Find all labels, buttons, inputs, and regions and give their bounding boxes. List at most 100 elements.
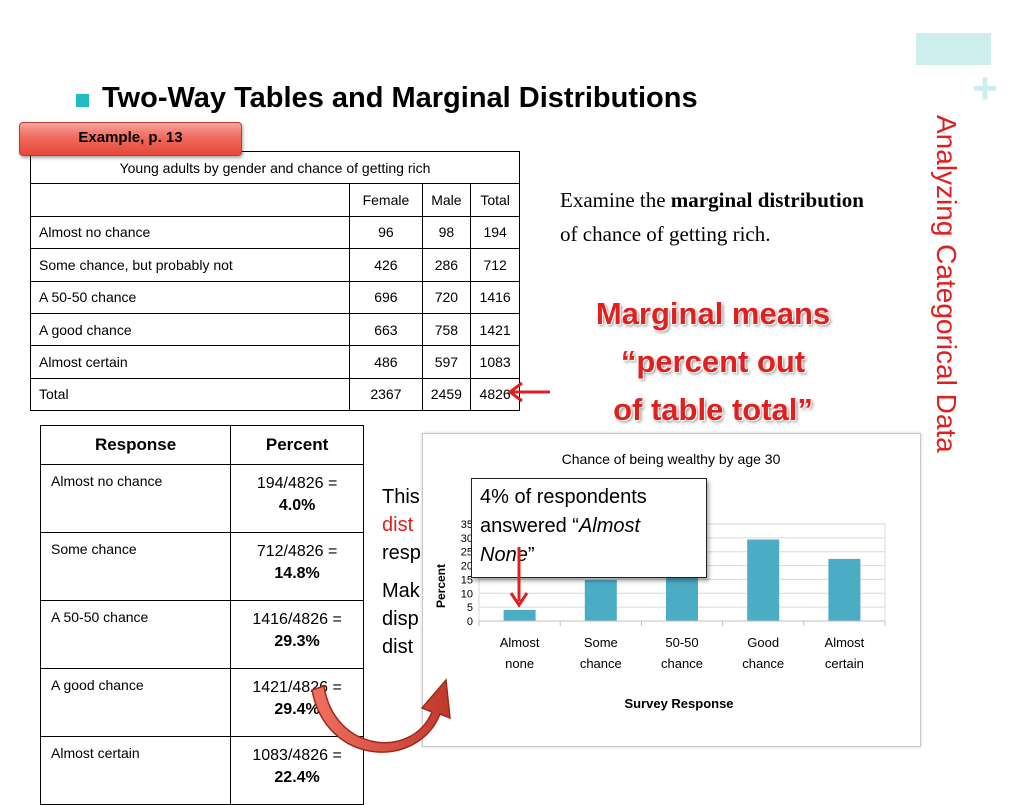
marginal-means-line: Marginal means xyxy=(595,296,831,331)
row-label: A good chance xyxy=(39,668,232,737)
row-label: Almost certain xyxy=(29,345,351,379)
callout-text: answered “ xyxy=(480,515,579,537)
percent-value: 29.4% xyxy=(274,701,320,718)
examine-text: Examine the marginal distribution of cha… xyxy=(560,183,870,251)
column-header: Percent xyxy=(230,425,364,465)
table-cell: 286 xyxy=(421,248,472,282)
y-axis-label: Percent xyxy=(434,564,448,608)
table-header-row: Female Male Total xyxy=(29,183,520,217)
obscured-line: Mak xyxy=(382,580,420,602)
column-header: Response xyxy=(39,425,232,465)
bar xyxy=(747,539,780,621)
examine-after: of chance of getting rich. xyxy=(560,222,771,246)
row-label: Some chance xyxy=(39,532,232,601)
y-tick-label: 20 xyxy=(461,561,473,573)
table-cell: 696 xyxy=(349,280,423,314)
marginal-means-note: Marginal means “percent out of table tot… xyxy=(548,290,878,434)
y-tick-label: 25 xyxy=(461,547,473,559)
table-cell: 1083 xyxy=(470,345,520,379)
two-way-table: Young adults by gender and chance of get… xyxy=(29,150,520,412)
y-tick-label: 15 xyxy=(461,574,473,586)
table-row: Some chance 712/4826 = 14.8% xyxy=(39,532,364,601)
table-cell: 1421 xyxy=(470,312,520,347)
percent-value: 4.0% xyxy=(278,497,316,514)
callout-italic: None xyxy=(480,544,528,566)
obscured-text: This dist resp Mak disp dist xyxy=(382,483,442,661)
table-caption: Young adults by gender and chance of get… xyxy=(30,150,520,185)
corner-decoration xyxy=(916,33,991,65)
percent-calc: 1416/4826 = xyxy=(252,611,342,628)
down-arrow-icon xyxy=(509,547,529,608)
callout-box: 4% of respondents answered “Almost None” xyxy=(471,478,707,578)
callout-italic: Almost xyxy=(578,515,641,537)
row-label: A 50-50 chance xyxy=(39,600,232,669)
bullet-icon xyxy=(76,94,89,107)
curved-arrow-icon xyxy=(311,678,451,753)
callout-line: None” xyxy=(480,541,698,570)
table-cell: 712 xyxy=(470,248,520,282)
x-tick-label: chance xyxy=(580,656,622,671)
y-tick-label: 0 xyxy=(467,616,473,628)
percent-value: 14.8% xyxy=(274,565,320,582)
y-tick-label: 5 xyxy=(467,602,473,614)
x-tick-label: none xyxy=(505,656,534,671)
row-label: Almost no chance xyxy=(29,215,351,250)
table-row: Some chance, but probably not 426 286 71… xyxy=(29,248,520,282)
table-cell: 663 xyxy=(349,312,423,347)
left-arrow-icon xyxy=(507,381,550,403)
table-cell: 96 xyxy=(349,215,423,250)
callout-line: answered “Almost xyxy=(480,512,698,541)
callout-text: ” xyxy=(527,544,535,566)
marginal-means-line: of table total” xyxy=(613,392,813,427)
x-tick-label: Almost xyxy=(825,635,865,650)
examine-before: Examine the xyxy=(560,188,671,212)
table-cell: 720 xyxy=(421,280,472,314)
bar xyxy=(584,579,617,621)
bar xyxy=(503,609,536,621)
marginal-means-line: “percent out xyxy=(620,344,806,379)
column-header: Male xyxy=(421,183,472,217)
side-title-text: Analyzing Categorical Data xyxy=(931,115,962,453)
table-cell: 2459 xyxy=(421,377,472,412)
percent-cell: 712/4826 = 14.8% xyxy=(230,532,364,601)
table-row: A 50-50 chance 696 720 1416 xyxy=(29,280,520,314)
obscured-line: dist xyxy=(382,514,414,536)
slide-heading: Two-Way Tables and Marginal Distribution… xyxy=(102,82,698,114)
percent-calc: 194/4826 = xyxy=(256,475,338,492)
x-axis-label: Survey Response xyxy=(624,696,733,711)
percent-value: 29.3% xyxy=(274,633,320,650)
percent-value: 22.4% xyxy=(274,769,320,786)
y-tick-label: 30 xyxy=(461,533,473,545)
y-tick-label: 35 xyxy=(461,519,473,531)
column-header: Female xyxy=(349,183,423,217)
row-label: Almost no chance xyxy=(39,464,232,533)
row-label: Some chance, but probably not xyxy=(29,248,351,282)
table-cell: 758 xyxy=(421,312,472,347)
table-cell: 98 xyxy=(421,215,472,250)
bar xyxy=(828,558,861,621)
table-total-row: Total 2367 2459 4826 xyxy=(29,377,520,412)
percent-calc: 712/4826 = xyxy=(256,543,338,560)
x-tick-label: chance xyxy=(742,656,784,671)
examine-bold: marginal distribution xyxy=(670,188,864,212)
percent-calc: 1083/4826 = xyxy=(252,747,342,764)
x-tick-label: Almost xyxy=(500,635,540,650)
x-tick-label: certain xyxy=(825,656,864,671)
percent-cell: 1416/4826 = 29.3% xyxy=(230,600,364,669)
obscured-line: This xyxy=(382,486,420,508)
row-label: A good chance xyxy=(29,312,351,347)
table-corner-cell xyxy=(29,183,351,217)
obscured-line: disp xyxy=(382,608,419,630)
x-tick-label: 50-50 xyxy=(665,635,698,650)
table-row: Almost no chance 96 98 194 xyxy=(29,215,520,250)
row-label: A 50-50 chance xyxy=(29,280,351,314)
table-cell: 426 xyxy=(349,248,423,282)
table-cell: 486 xyxy=(349,345,423,379)
x-tick-label: Some xyxy=(584,635,618,650)
column-header: Total xyxy=(470,183,520,217)
obscured-line: resp xyxy=(382,542,421,564)
table-row: Almost no chance 194/4826 = 4.0% xyxy=(39,464,364,533)
y-tick-label: 10 xyxy=(461,588,473,600)
row-label: Almost certain xyxy=(39,736,232,805)
percent-cell: 194/4826 = 4.0% xyxy=(230,464,364,533)
